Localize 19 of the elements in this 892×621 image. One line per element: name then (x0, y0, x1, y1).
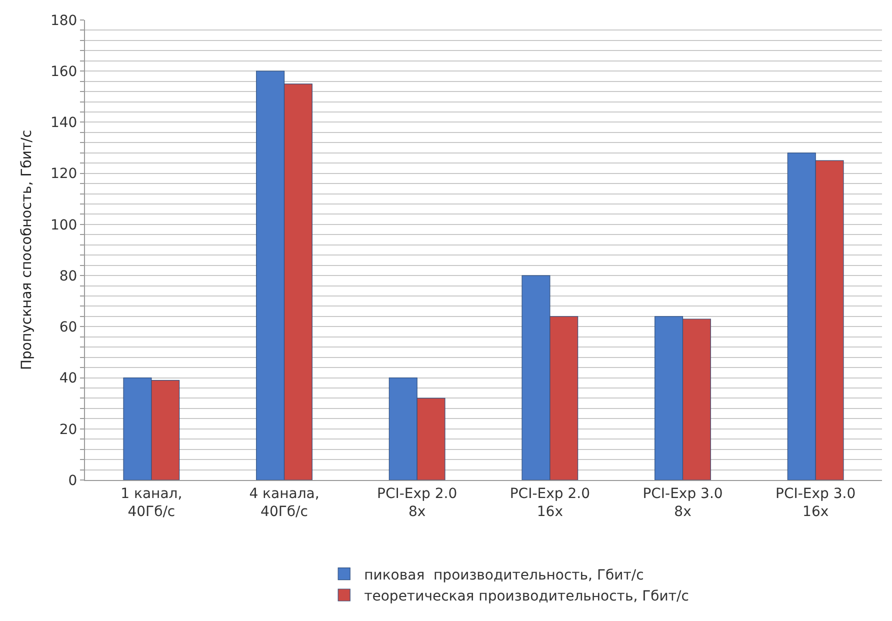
x-tick-label: 1 канал, 40Гб/с (120, 486, 182, 520)
y-tick-label: 20 (59, 422, 78, 438)
y-axis-title: Пропускная способность, Гбит/с (19, 130, 36, 370)
y-tick-label: 180 (50, 12, 78, 29)
legend-label: теоретическая производительность, Гбит/с (364, 588, 689, 604)
y-tick-label: 60 (59, 320, 78, 336)
x-tick-label: PCI-Exp 3.0 8x (642, 486, 723, 520)
x-tick-label: 4 канала, 40Гб/с (249, 486, 320, 520)
y-tick-label: 100 (50, 217, 78, 234)
y-tick-label: 160 (50, 64, 78, 80)
x-tick-label: PCI-Exp 2.0 16x (510, 486, 590, 520)
y-tick-label: 40 (59, 370, 78, 387)
x-tick-label: PCI-Exp 2.0 8x (377, 486, 458, 520)
y-tick-label: 80 (59, 268, 78, 284)
y-tick-label: 140 (50, 115, 78, 132)
y-tick-label: 0 (68, 472, 78, 489)
x-tick-label: PCI-Exp 3.0 16x (776, 486, 856, 520)
legend-label: пиковая производительность, Гбит/с (364, 567, 644, 584)
y-tick-label: 120 (50, 166, 78, 182)
